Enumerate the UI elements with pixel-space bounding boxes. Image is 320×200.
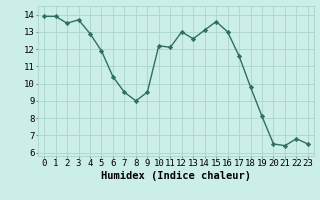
X-axis label: Humidex (Indice chaleur): Humidex (Indice chaleur) [101, 171, 251, 181]
